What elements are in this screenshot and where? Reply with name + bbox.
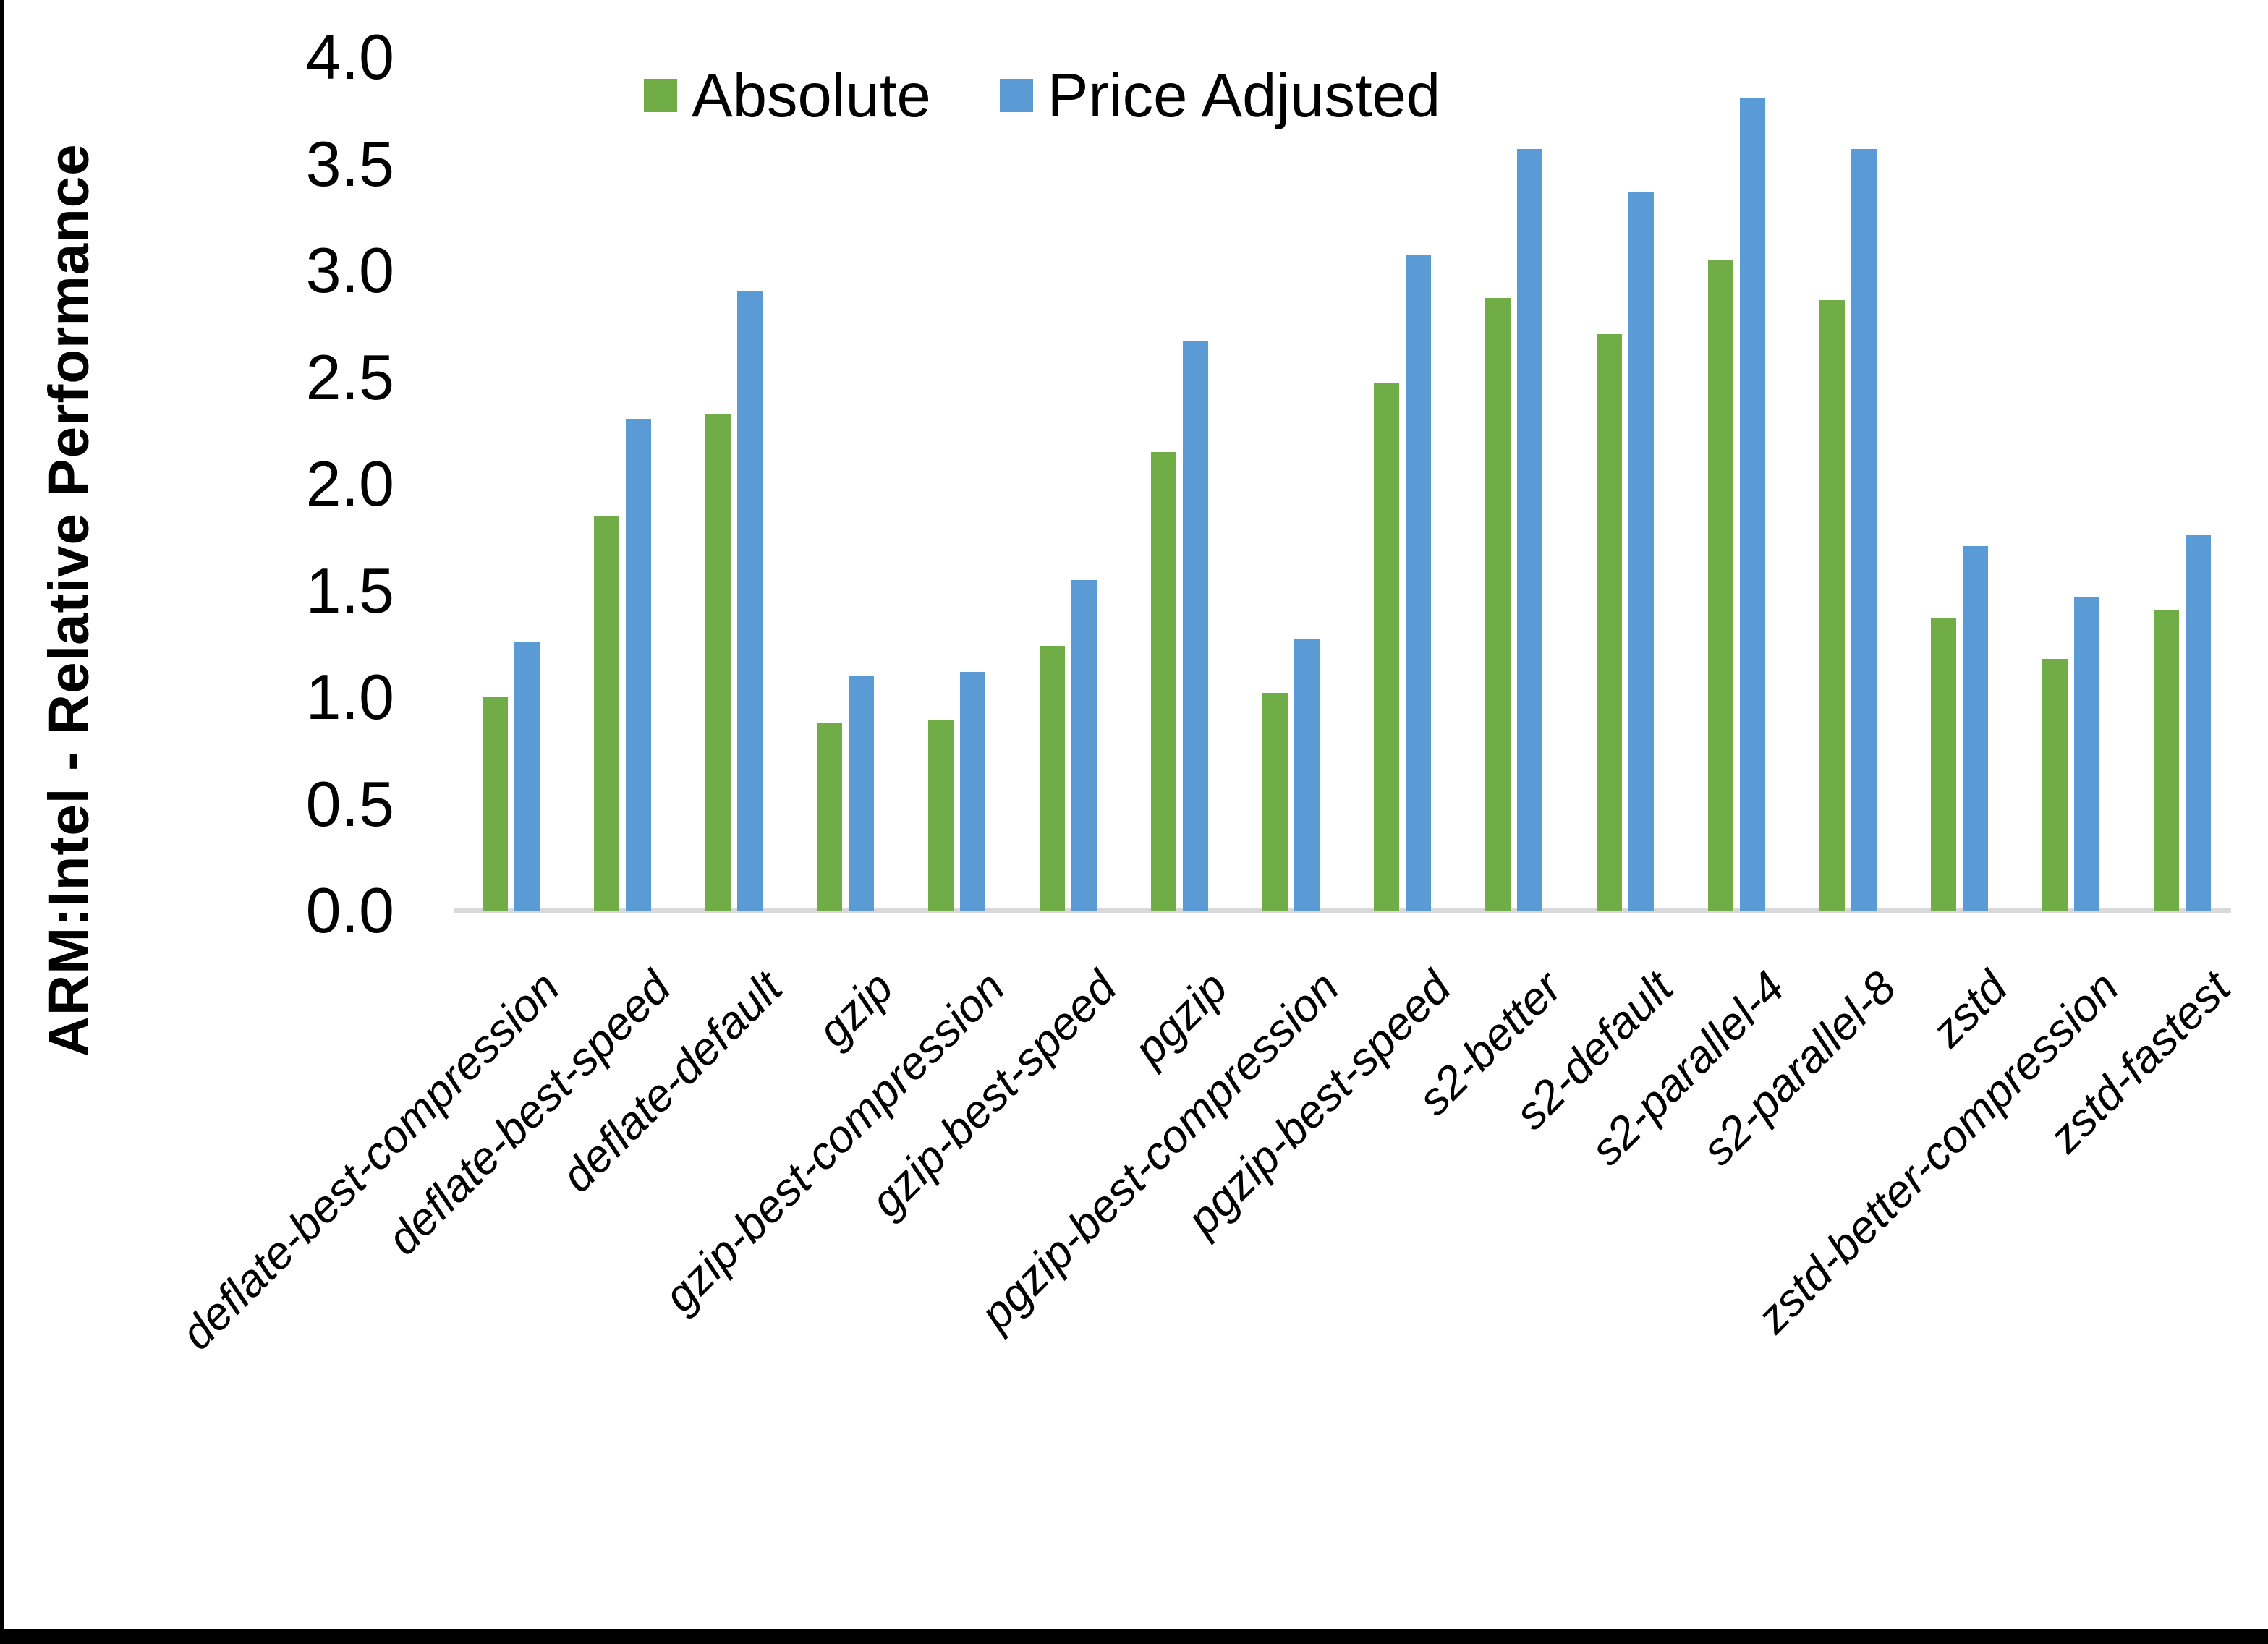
y-tick-label: 2.0 bbox=[305, 448, 394, 519]
legend-item-price-adjusted: Price Adjusted bbox=[999, 61, 1441, 130]
bar-absolute-s2-better bbox=[1485, 298, 1511, 911]
legend-swatch-icon bbox=[644, 79, 677, 112]
legend-item-absolute: Absolute bbox=[644, 65, 931, 127]
bar-price-adjusted-gzip-best-compression bbox=[960, 672, 985, 911]
bar-price-adjusted-pgzip-best-compression bbox=[1294, 639, 1320, 911]
x-axis-line bbox=[454, 908, 2231, 913]
legend: Absolute Price Adjusted bbox=[644, 61, 1440, 130]
legend-label: Absolute bbox=[692, 61, 931, 130]
bar-price-adjusted-deflate-best-speed bbox=[626, 419, 651, 911]
bar-absolute-gzip-best-speed bbox=[1040, 646, 1065, 911]
bar-absolute-gzip-best-compression bbox=[928, 720, 954, 911]
bar-absolute-pgzip bbox=[1151, 452, 1176, 911]
y-tick-label: 3.5 bbox=[305, 127, 394, 200]
y-tick-label: 2.5 bbox=[305, 341, 394, 413]
y-tick-label: 0.5 bbox=[305, 767, 394, 840]
bar-price-adjusted-zstd-fastest bbox=[2186, 535, 2211, 911]
bar-price-adjusted-s2-parallel-4 bbox=[1740, 98, 1765, 911]
legend-swatch-icon bbox=[999, 79, 1033, 112]
bar-absolute-zstd-better-compression bbox=[2042, 659, 2068, 911]
bar-price-adjusted-s2-parallel-8 bbox=[1851, 149, 1877, 911]
bar-absolute-s2-parallel-4 bbox=[1708, 260, 1733, 911]
y-tick-label: 1.5 bbox=[305, 554, 394, 626]
page-bottom-border bbox=[0, 1629, 2268, 1644]
bar-price-adjusted-pgzip bbox=[1183, 341, 1208, 911]
y-tick-label: 1.0 bbox=[305, 661, 394, 733]
bar-price-adjusted-zstd bbox=[1963, 546, 1988, 911]
bar-price-adjusted-pgzip-best-speed bbox=[1406, 255, 1431, 911]
bar-price-adjusted-deflate-best-compression bbox=[514, 642, 540, 911]
bar-price-adjusted-gzip bbox=[849, 676, 874, 911]
bar-price-adjusted-s2-default bbox=[1628, 192, 1654, 911]
y-tick-label: 4.0 bbox=[305, 21, 394, 93]
bar-absolute-pgzip-best-compression bbox=[1262, 693, 1288, 911]
y-axis-title: ARM:Intel - Relative Performance bbox=[36, 143, 101, 1057]
legend-label: Price Adjusted bbox=[1047, 61, 1441, 130]
y-tick-label: 0.0 bbox=[305, 874, 394, 946]
x-tick-label-gzip: gzip bbox=[808, 962, 904, 1057]
bar-price-adjusted-zstd-better-compression bbox=[2074, 597, 2099, 911]
page-left-border bbox=[0, 0, 4, 1644]
bar-absolute-deflate-default bbox=[705, 414, 731, 911]
bar-price-adjusted-s2-better bbox=[1517, 149, 1542, 911]
x-tick-label-zstd: zstd bbox=[1922, 962, 2018, 1057]
bar-absolute-deflate-best-speed bbox=[594, 516, 619, 911]
bar-absolute-gzip bbox=[817, 723, 842, 911]
bar-absolute-pgzip-best-speed bbox=[1374, 383, 1399, 911]
bar-absolute-zstd bbox=[1931, 618, 1956, 911]
bar-price-adjusted-deflate-default bbox=[737, 291, 763, 911]
bar-absolute-s2-parallel-8 bbox=[1819, 300, 1845, 911]
bar-absolute-s2-default bbox=[1597, 334, 1622, 911]
bar-absolute-zstd-fastest bbox=[2154, 610, 2179, 911]
bar-absolute-deflate-best-compression bbox=[483, 697, 508, 911]
x-tick-label-s2-parallel-8: s2-parallel-8 bbox=[1692, 962, 1906, 1175]
y-tick-label: 3.0 bbox=[305, 234, 394, 306]
bar-price-adjusted-gzip-best-speed bbox=[1071, 580, 1097, 911]
